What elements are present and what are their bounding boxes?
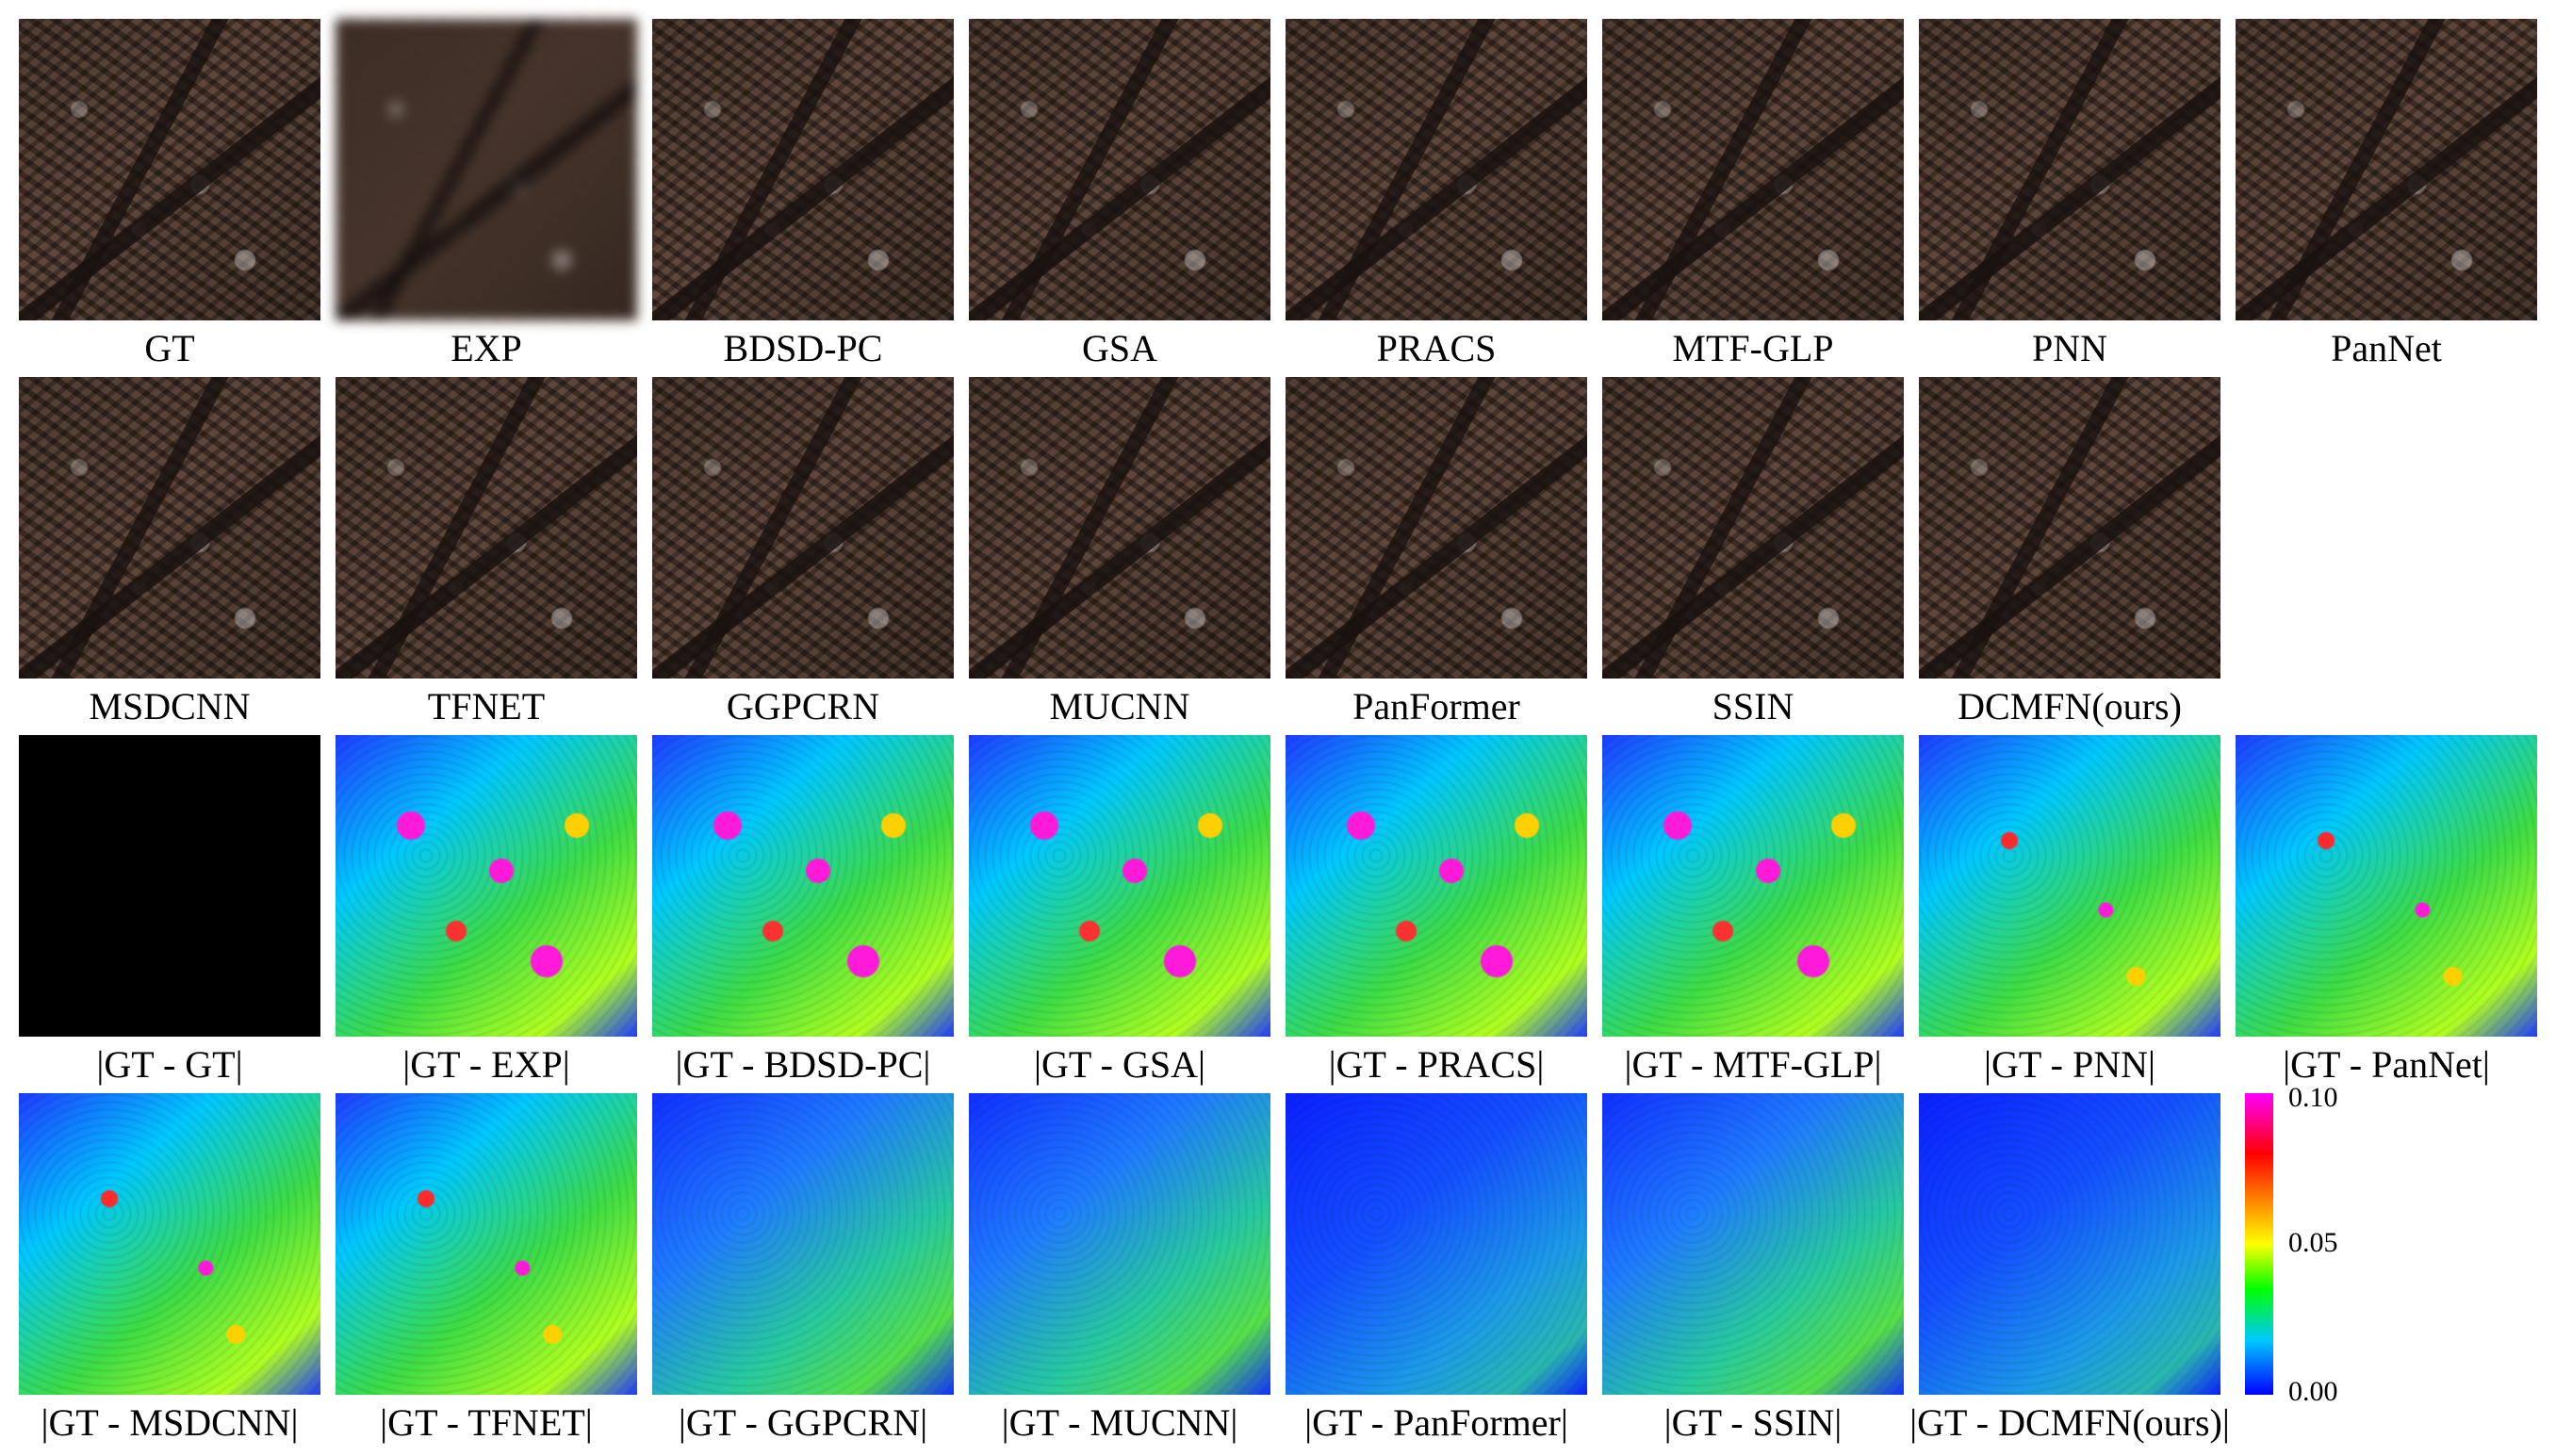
results-row-1: GT EXP BDSD-PC GSA PRACS MTF-GLP PNN Pan… (19, 19, 2537, 371)
panel-msdcnn: MSDCNN (19, 377, 320, 729)
exp-image (336, 19, 637, 320)
panel-label: PanFormer (1352, 685, 1520, 728)
pannet-image (2236, 19, 2537, 320)
panel-label: PRACS (1376, 327, 1497, 369)
error-map-ggpcrn (652, 1093, 954, 1395)
error-panel-panformer: |GT - PanFormer| (1286, 1093, 1587, 1446)
error-map-pnn (1919, 735, 2220, 1037)
panel-ggpcrn: GGPCRN (652, 377, 954, 729)
colorbar-min-label: 0.00 (2288, 1376, 2338, 1407)
error-panel-dcmfn: |GT - DCMFN(ours)| (1909, 1093, 2230, 1446)
error-panel-msdcnn: |GT - MSDCNN| (19, 1093, 320, 1446)
error-panel-mucnn: |GT - MUCNN| (969, 1093, 1270, 1446)
colorbar-legend: 0.10 0.05 0.00 (2236, 1082, 2526, 1407)
panel-label: GT (144, 327, 195, 369)
error-map-gsa (969, 735, 1270, 1037)
pracs-image (1286, 19, 1587, 320)
panel-label: MUCNN (1049, 685, 1190, 728)
panel-bdsd-pc: BDSD-PC (652, 19, 954, 371)
error-map-pannet (2236, 735, 2537, 1037)
error-map-exp (336, 735, 637, 1037)
panel-gt: GT (19, 19, 320, 371)
error-map-mucnn (969, 1093, 1270, 1395)
panel-label: SSIN (1712, 685, 1794, 728)
panel-pnn: PNN (1919, 19, 2220, 371)
error-panel-mtf-glp: |GT - MTF-GLP| (1602, 735, 1904, 1088)
mucnn-image (969, 377, 1270, 679)
panel-label: BDSD-PC (723, 327, 883, 369)
panel-label: |GT - EXP| (402, 1043, 570, 1086)
panel-label: MTF-GLP (1672, 327, 1834, 369)
error-map-tfnet (336, 1093, 637, 1395)
panel-label: |GT - PanNet| (2283, 1043, 2490, 1086)
panel-label: |GT - MTF-GLP| (1624, 1043, 1882, 1086)
panel-mucnn: MUCNN (969, 377, 1270, 729)
error-map-msdcnn (19, 1093, 320, 1395)
error-panel-gt: |GT - GT| (19, 735, 320, 1088)
panel-exp: EXP (336, 19, 637, 371)
error-panel-tfnet: |GT - TFNET| (336, 1093, 637, 1446)
panel-label: |GT - TFNET| (380, 1401, 593, 1444)
panel-label: PNN (2031, 327, 2108, 369)
panel-label: |GT - GT| (96, 1043, 243, 1086)
panel-mtf-glp: MTF-GLP (1602, 19, 1904, 371)
error-map-ssin (1602, 1093, 1904, 1395)
panel-label: |GT - GGPCRN| (678, 1401, 928, 1444)
panel-label: |GT - PRACS| (1328, 1043, 1545, 1086)
error-panel-exp: |GT - EXP| (336, 735, 637, 1088)
colorbar-gradient (2245, 1093, 2273, 1395)
panel-pracs: PRACS (1286, 19, 1587, 371)
pnn-image (1919, 19, 2220, 320)
panel-label: GGPCRN (726, 685, 880, 728)
error-panel-gsa: |GT - GSA| (969, 735, 1270, 1088)
results-row-2: MSDCNN TFNET GGPCRN MUCNN PanFormer SSIN… (19, 377, 2526, 729)
panel-label: |GT - PNN| (1984, 1043, 2155, 1086)
panel-label: |GT - MUCNN| (1001, 1401, 1238, 1444)
error-panel-pracs: |GT - PRACS| (1286, 735, 1587, 1088)
panel-label: |GT - PanFormer| (1304, 1401, 1568, 1444)
colorbar-max-label: 0.10 (2288, 1082, 2338, 1113)
error-map-gt (19, 735, 320, 1037)
panel-dcmfn: DCMFN(ours) (1919, 377, 2220, 729)
error-map-mtf-glp (1602, 735, 1904, 1037)
error-panel-bdsd-pc: |GT - BDSD-PC| (652, 735, 954, 1088)
msdcnn-image (19, 377, 320, 679)
panel-label: |GT - MSDCNN| (41, 1401, 299, 1444)
bdsd-pc-image (652, 19, 954, 320)
gsa-image (969, 19, 1270, 320)
panformer-image (1286, 377, 1587, 679)
panel-label: MSDCNN (89, 685, 251, 728)
error-map-bdsd-pc (652, 735, 954, 1037)
panel-panformer: PanFormer (1286, 377, 1587, 729)
error-row-2: |GT - MSDCNN| |GT - TFNET| |GT - GGPCRN|… (19, 1082, 2526, 1446)
colorbar-mid-label: 0.05 (2288, 1227, 2338, 1258)
panel-ssin: SSIN (1602, 377, 1904, 729)
panel-label: |GT - BDSD-PC| (675, 1043, 931, 1086)
dcmfn-image (1919, 377, 2220, 679)
error-map-dcmfn (1919, 1093, 2220, 1395)
panel-label: GSA (1081, 327, 1158, 369)
panel-label: DCMFN(ours) (1958, 685, 2182, 728)
error-panel-pnn: |GT - PNN| (1919, 735, 2220, 1088)
mtf-glp-image (1602, 19, 1904, 320)
ssin-image (1602, 377, 1904, 679)
panel-label: TFNET (427, 685, 546, 728)
tfnet-image (336, 377, 637, 679)
panel-label: EXP (451, 327, 522, 369)
gt-image (19, 19, 320, 320)
panel-gsa: GSA (969, 19, 1270, 371)
panel-label: PanNet (2331, 327, 2442, 369)
panel-label: |GT - SSIN| (1663, 1401, 1843, 1444)
panel-pannet: PanNet (2236, 19, 2537, 371)
error-panel-ggpcrn: |GT - GGPCRN| (652, 1093, 954, 1446)
error-map-pracs (1286, 735, 1587, 1037)
ggpcrn-image (652, 377, 954, 679)
error-panel-ssin: |GT - SSIN| (1602, 1093, 1904, 1446)
panel-tfnet: TFNET (336, 377, 637, 729)
panel-label: |GT - DCMFN(ours)| (1909, 1401, 2230, 1444)
panel-label: |GT - GSA| (1034, 1043, 1205, 1086)
error-panel-pannet: |GT - PanNet| (2236, 735, 2537, 1088)
error-map-panformer (1286, 1093, 1587, 1395)
error-row-1: |GT - GT| |GT - EXP| |GT - BDSD-PC| |GT … (19, 735, 2537, 1088)
